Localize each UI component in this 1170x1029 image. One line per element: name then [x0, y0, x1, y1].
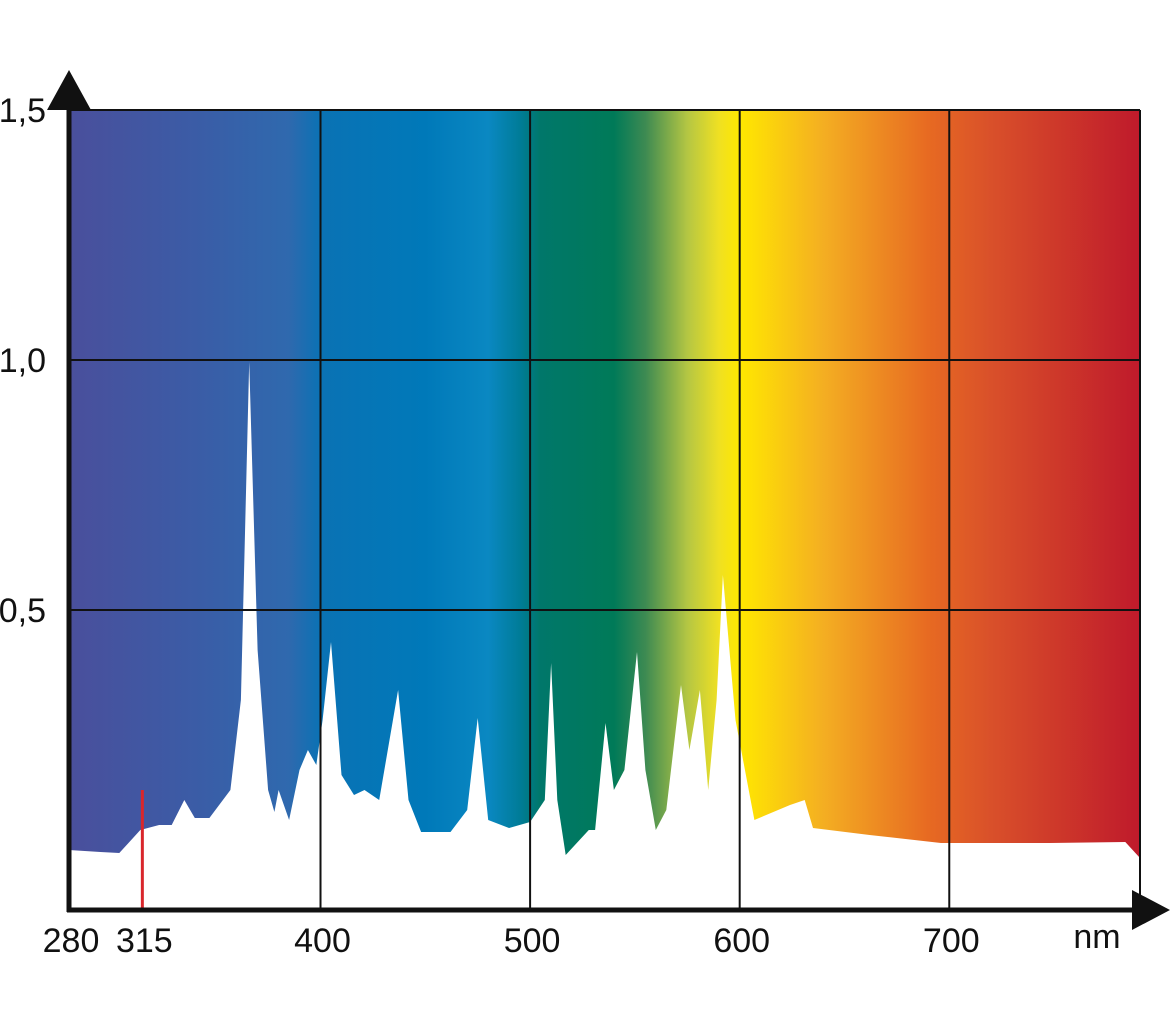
- x-axis-arrow: [1132, 890, 1170, 930]
- y-tick-label: 0,5: [0, 592, 46, 630]
- x-tick-label: 315: [116, 922, 173, 960]
- x-tick-label: 500: [504, 922, 561, 960]
- spectrum-area: [69, 362, 1140, 910]
- y-tick-label: 1,5: [0, 92, 46, 130]
- x-tick-label: 600: [713, 922, 770, 960]
- x-axis-label: nm: [1073, 918, 1120, 956]
- y-tick-label: 1,0: [0, 342, 46, 380]
- x-tick-label: 700: [923, 922, 980, 960]
- x-tick-label: 400: [294, 922, 351, 960]
- y-axis-arrow: [47, 70, 91, 110]
- x-tick-label: 280: [43, 922, 100, 960]
